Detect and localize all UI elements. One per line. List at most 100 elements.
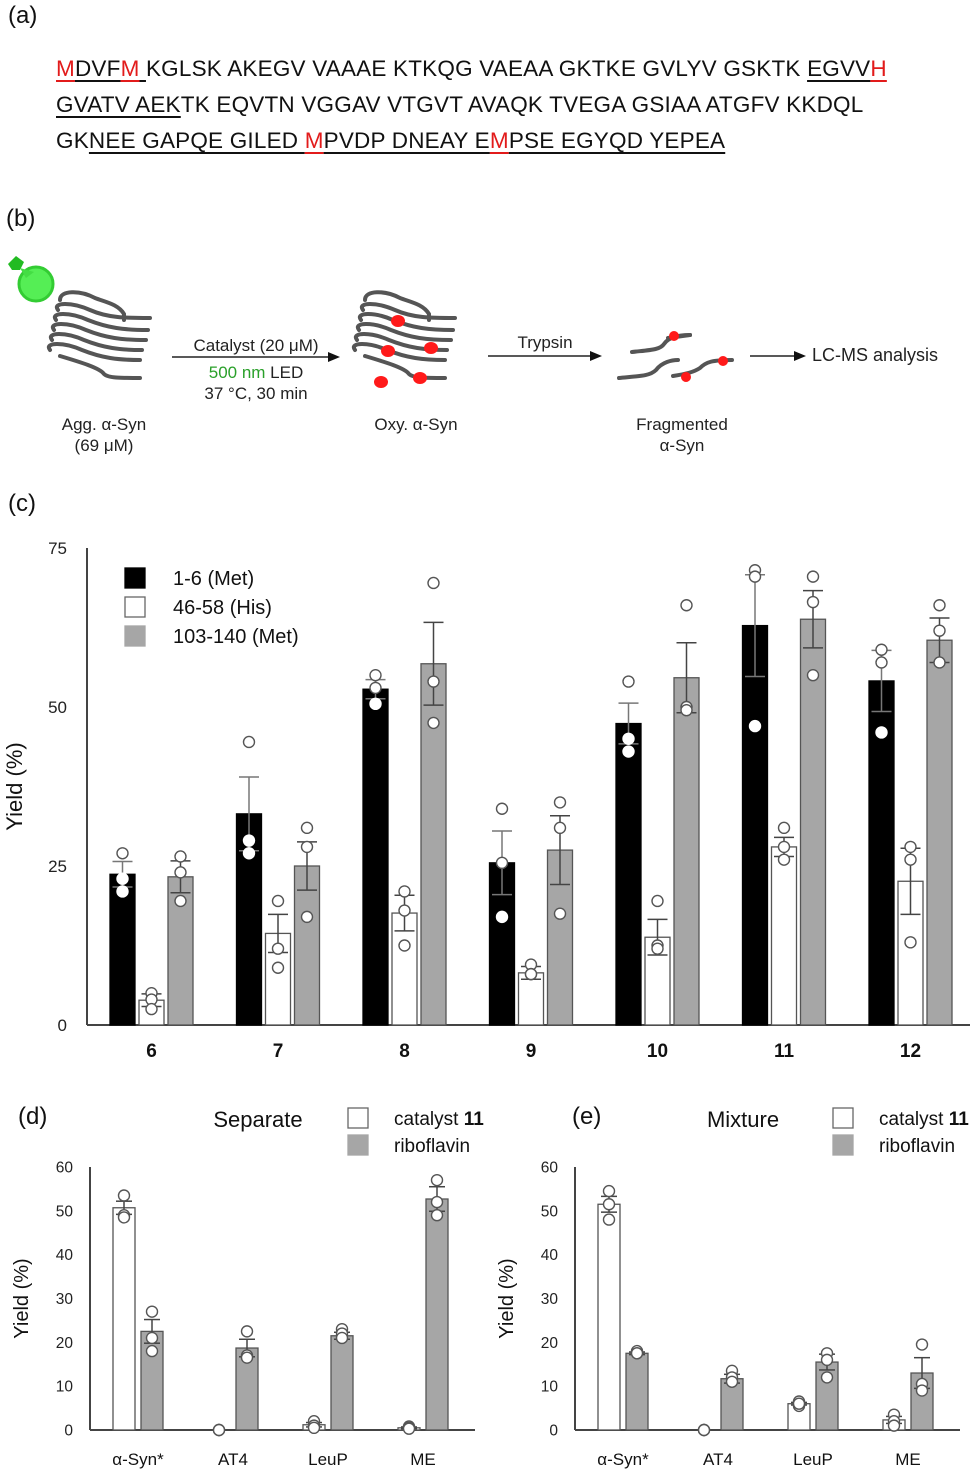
sequence-line: GVATV AEKTK EQVTN VGGAV VTGVT AVAQK TVEG… [56, 92, 863, 118]
y-tick-label: 60 [541, 1159, 559, 1176]
data-point [495, 910, 509, 924]
panel-a-label: (a) [8, 2, 38, 29]
x-tick-label: LeuP [308, 1450, 348, 1469]
data-point [116, 872, 129, 885]
data-point [398, 939, 411, 952]
panel-b-label: (b) [6, 205, 36, 232]
data-point [725, 1375, 739, 1388]
bar-group [868, 599, 953, 1026]
oxy-label: Oxy. α-Syn [374, 415, 458, 434]
bar-group [397, 1173, 449, 1435]
data-point [174, 866, 187, 879]
legend-swatch [124, 625, 146, 647]
start-label-conc: (69 μM) [74, 436, 134, 455]
data-point [271, 894, 285, 908]
data-point [651, 942, 664, 955]
data-point [427, 576, 440, 590]
bar-group [882, 1338, 934, 1432]
led-wavelength: 500 nm [208, 363, 266, 382]
data-point [174, 894, 187, 908]
y-axis-label: Yield (%) [11, 1258, 33, 1338]
data-point [242, 847, 256, 860]
data-point [806, 668, 820, 682]
data-point [792, 1397, 806, 1410]
y-tick-label: 50 [48, 698, 67, 717]
legend-label: catalyst 11 [879, 1109, 969, 1130]
data-point [212, 1423, 226, 1437]
legend-label: 1-6 (Met) [173, 568, 254, 590]
data-point [300, 910, 314, 924]
bar [673, 677, 700, 1026]
data-point [427, 675, 440, 688]
legend-label: 103-140 (Met) [173, 626, 299, 648]
data-point [622, 745, 635, 758]
data-point [904, 936, 917, 949]
data-point [553, 796, 567, 809]
arrow1-conditions: 37 °C, 30 min [204, 384, 308, 403]
data-point [875, 643, 888, 656]
data-point [806, 595, 820, 609]
arrow1-led-label: 500 nm LED [176, 362, 336, 383]
bar-group [488, 796, 574, 1026]
data-point [602, 1213, 616, 1226]
legend-swatch [347, 1107, 369, 1129]
data-point [915, 1338, 929, 1351]
data-point [748, 570, 762, 583]
bar-group [741, 564, 827, 1026]
y-tick-label: 10 [56, 1379, 74, 1396]
legend-label: riboflavin [394, 1136, 470, 1157]
start-label-name: Agg. α-Syn [61, 415, 147, 434]
bar [264, 932, 292, 1026]
data-point [622, 675, 635, 688]
data-point [915, 1384, 929, 1397]
legend-item: riboflavin [347, 1134, 470, 1157]
data-point [427, 716, 440, 730]
y-axis-label: Yield (%) [2, 742, 27, 830]
bar-group [302, 1322, 354, 1435]
data-point [430, 1209, 444, 1222]
bar [330, 1335, 354, 1431]
legend-label: catalyst 11 [394, 1109, 484, 1130]
chart-e: 0 10 20 30 40 50 60 Yield (%) α-Syn* AT4 LeuP ME Mix… [496, 1107, 969, 1469]
legend-item: 1-6 (Met) [124, 567, 254, 590]
data-point [933, 599, 946, 612]
bar-group [112, 1189, 164, 1431]
sequence-segment: NEE GAPQE GILED [88, 128, 305, 153]
panel-e-label: (e) [572, 1103, 602, 1130]
data-point [116, 847, 129, 860]
bar-group [109, 847, 194, 1026]
data-point [117, 1211, 131, 1224]
x-tick-label: ME [410, 1450, 436, 1469]
x-tick-label: 12 [900, 1041, 921, 1062]
legend-swatch [832, 1134, 854, 1156]
data-point [240, 1325, 254, 1338]
arrow1-top-label: Catalyst (20 μM) [193, 336, 319, 355]
x-tick-label: 8 [399, 1041, 410, 1062]
oxidation-mark-icons [374, 315, 438, 388]
data-point [651, 894, 664, 908]
data-point [145, 1305, 159, 1318]
legend-item: riboflavin [832, 1134, 955, 1157]
y-tick-label: 40 [56, 1247, 74, 1264]
legend-item: 46-58 (His) [124, 596, 272, 619]
data-point [680, 599, 693, 612]
data-point [495, 802, 509, 815]
bar [597, 1203, 621, 1431]
data-point [145, 1344, 159, 1358]
data-point [553, 821, 567, 835]
data-point [398, 885, 411, 898]
data-point [271, 942, 285, 955]
oxidized-residue: H [870, 56, 887, 81]
sequence-segment: PSE EGYQD YEPEA [508, 128, 726, 153]
arrow-trypsin [488, 351, 602, 361]
sequence-segment: PVDP DNEAY E [323, 128, 490, 153]
bar-group [787, 1347, 839, 1431]
x-tick-label: AT4 [703, 1450, 733, 1469]
chart-c: 0 25 50 75 Yield (%) 6 7 8 9 10 11 12 1-6 (Met) 46-58… [2, 539, 970, 1062]
data-point [242, 735, 256, 749]
data-point [875, 656, 888, 669]
bar [391, 912, 418, 1026]
data-point [622, 732, 635, 746]
arrow-catalyst [172, 352, 340, 362]
led-bulb-icon [8, 256, 55, 303]
